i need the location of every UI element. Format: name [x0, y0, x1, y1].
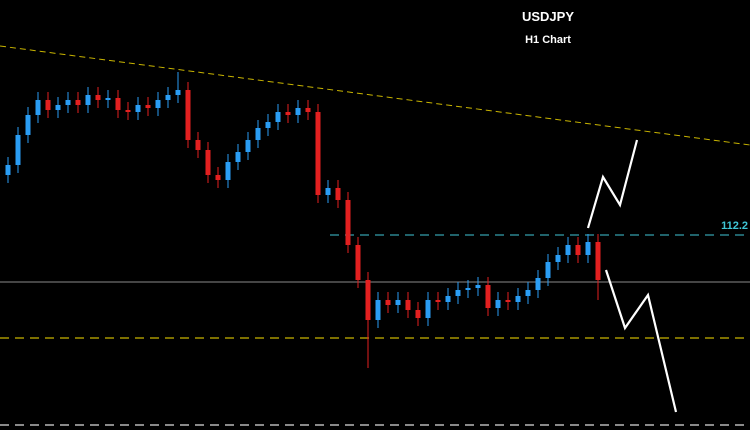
- candle-body: [565, 245, 571, 255]
- candle-body: [325, 188, 331, 195]
- candle-body: [575, 245, 581, 255]
- candle-body: [125, 110, 131, 112]
- candle-body: [25, 115, 31, 135]
- candle-body: [345, 200, 351, 245]
- candle-body: [265, 122, 271, 128]
- candle-body: [175, 90, 181, 95]
- candle-body: [255, 128, 261, 140]
- candle-body: [145, 105, 151, 108]
- candle-body: [275, 112, 281, 122]
- candle-body: [315, 112, 321, 195]
- candle-body: [245, 140, 251, 152]
- candle-body: [405, 300, 411, 310]
- candle-body: [165, 95, 171, 100]
- candle-body: [455, 290, 461, 296]
- candle-body: [415, 310, 421, 318]
- candle-body: [55, 105, 61, 110]
- candle-body: [545, 262, 551, 278]
- candle-body: [115, 98, 121, 110]
- candle-body: [285, 112, 291, 115]
- candle-body: [535, 278, 541, 290]
- candle-body: [515, 296, 521, 302]
- candle-body: [95, 95, 101, 100]
- candle-body: [435, 300, 441, 302]
- candle-body: [65, 100, 71, 105]
- candle-body: [395, 300, 401, 305]
- candle-body: [445, 296, 451, 302]
- candle-body: [505, 300, 511, 302]
- bear-scenario: [604, 269, 678, 413]
- candle-body: [425, 300, 431, 318]
- candle-body: [75, 100, 81, 105]
- candle-body: [585, 242, 591, 255]
- candle-body: [465, 288, 471, 290]
- chart-subtitle: H1 Chart: [525, 34, 571, 46]
- candle-body: [225, 162, 231, 180]
- candle-body: [525, 290, 531, 296]
- candle-body: [485, 285, 491, 308]
- candle-body: [45, 100, 51, 110]
- candle-body: [85, 95, 91, 105]
- candle-body: [335, 188, 341, 200]
- candle-body: [155, 100, 161, 108]
- candle-body: [35, 100, 41, 115]
- candle-body: [105, 98, 111, 100]
- chart-title: USDJPY: [522, 9, 574, 24]
- candle-body: [365, 280, 371, 320]
- candle-body: [15, 135, 21, 165]
- bull-scenario: [586, 139, 639, 229]
- candle-body: [355, 245, 361, 280]
- candle-body: [215, 175, 221, 180]
- level-label: 112.2: [721, 220, 748, 232]
- candle-body: [135, 105, 141, 112]
- candle-body: [595, 242, 601, 280]
- trendline: [0, 45, 750, 146]
- candle-body: [555, 255, 561, 262]
- candle-body: [375, 300, 381, 320]
- candle-body: [195, 140, 201, 150]
- candle-body: [5, 165, 11, 175]
- candle-body: [385, 300, 391, 305]
- candle-body: [305, 108, 311, 112]
- candle-body: [295, 108, 301, 115]
- candle-body: [185, 90, 191, 140]
- candle-body: [475, 285, 481, 288]
- candle-body: [235, 152, 241, 162]
- candle-body: [205, 150, 211, 175]
- candle-body: [495, 300, 501, 308]
